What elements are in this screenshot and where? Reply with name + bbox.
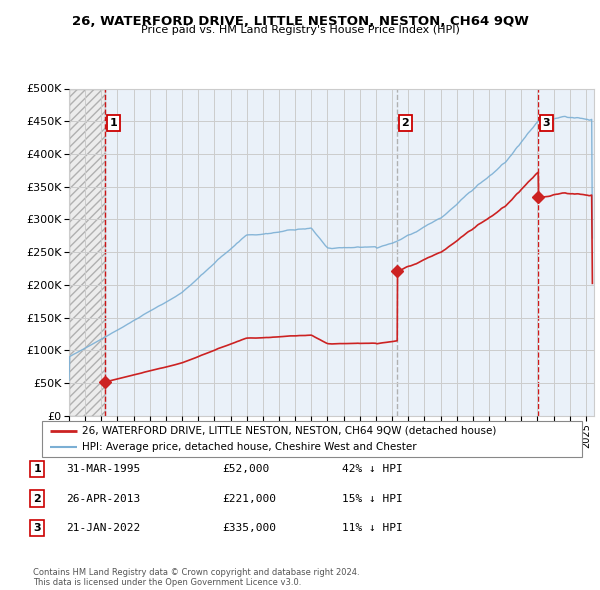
Text: 2: 2 — [34, 494, 41, 503]
Text: £52,000: £52,000 — [222, 464, 269, 474]
Text: 1: 1 — [34, 464, 41, 474]
Text: HPI: Average price, detached house, Cheshire West and Chester: HPI: Average price, detached house, Ches… — [83, 442, 417, 453]
Text: Price paid vs. HM Land Registry's House Price Index (HPI): Price paid vs. HM Land Registry's House … — [140, 25, 460, 35]
Text: Contains HM Land Registry data © Crown copyright and database right 2024.
This d: Contains HM Land Registry data © Crown c… — [33, 568, 359, 587]
Text: 31-MAR-1995: 31-MAR-1995 — [66, 464, 140, 474]
Text: 3: 3 — [34, 523, 41, 533]
Text: 21-JAN-2022: 21-JAN-2022 — [66, 523, 140, 533]
Text: 2: 2 — [401, 118, 409, 128]
Bar — [69, 88, 106, 416]
Bar — [397, 88, 538, 416]
Text: £221,000: £221,000 — [222, 494, 276, 503]
Bar — [106, 88, 397, 416]
FancyBboxPatch shape — [42, 421, 582, 457]
Bar — [538, 88, 594, 416]
Text: 26, WATERFORD DRIVE, LITTLE NESTON, NESTON, CH64 9QW (detached house): 26, WATERFORD DRIVE, LITTLE NESTON, NEST… — [83, 425, 497, 435]
Bar — [69, 88, 106, 416]
Text: 26, WATERFORD DRIVE, LITTLE NESTON, NESTON, CH64 9QW: 26, WATERFORD DRIVE, LITTLE NESTON, NEST… — [71, 15, 529, 28]
Text: 15% ↓ HPI: 15% ↓ HPI — [342, 494, 403, 503]
Text: 26-APR-2013: 26-APR-2013 — [66, 494, 140, 503]
Text: 3: 3 — [542, 118, 550, 128]
Text: 1: 1 — [109, 118, 117, 128]
Text: 11% ↓ HPI: 11% ↓ HPI — [342, 523, 403, 533]
Text: 42% ↓ HPI: 42% ↓ HPI — [342, 464, 403, 474]
Text: £335,000: £335,000 — [222, 523, 276, 533]
